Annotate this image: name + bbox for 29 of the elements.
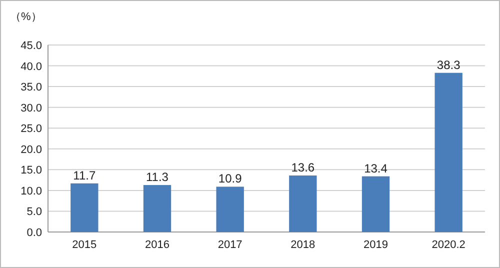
x-tick-label: 2016: [145, 239, 170, 251]
y-tick-label: 20.0: [20, 144, 42, 156]
bar: [289, 175, 317, 232]
y-axis-title: （%）: [10, 11, 42, 23]
y-tick-label: 45.0: [20, 40, 42, 52]
bar: [434, 72, 462, 232]
y-tick-label: 15.0: [20, 164, 42, 177]
data-label: 13.4: [364, 161, 388, 176]
bar: [143, 185, 172, 232]
x-tick-label: 2019: [364, 239, 388, 251]
x-tick-label: 2020.2: [432, 239, 466, 251]
x-tick-label: 2018: [290, 239, 316, 251]
bar: [362, 176, 390, 232]
data-label: 11.3: [146, 170, 169, 184]
data-label: 11.7: [73, 168, 96, 182]
bar: [70, 183, 98, 232]
x-tick-label: 2017: [218, 239, 242, 251]
data-label: 13.6: [291, 160, 315, 174]
y-tick-label: 0.0: [26, 227, 42, 239]
bar: [216, 186, 244, 232]
y-tick-label: 30.0: [20, 102, 42, 114]
data-label: 38.3: [436, 58, 461, 72]
x-tick-label: 2015: [72, 239, 97, 251]
y-tick-label: 5.0: [26, 206, 42, 218]
data-label: 10.9: [218, 172, 242, 186]
y-tick-label: 25.0: [20, 123, 42, 136]
y-tick-label: 10.0: [20, 185, 42, 198]
y-tick-label: 35.0: [20, 82, 42, 94]
y-tick-label: 40.0: [20, 60, 42, 73]
